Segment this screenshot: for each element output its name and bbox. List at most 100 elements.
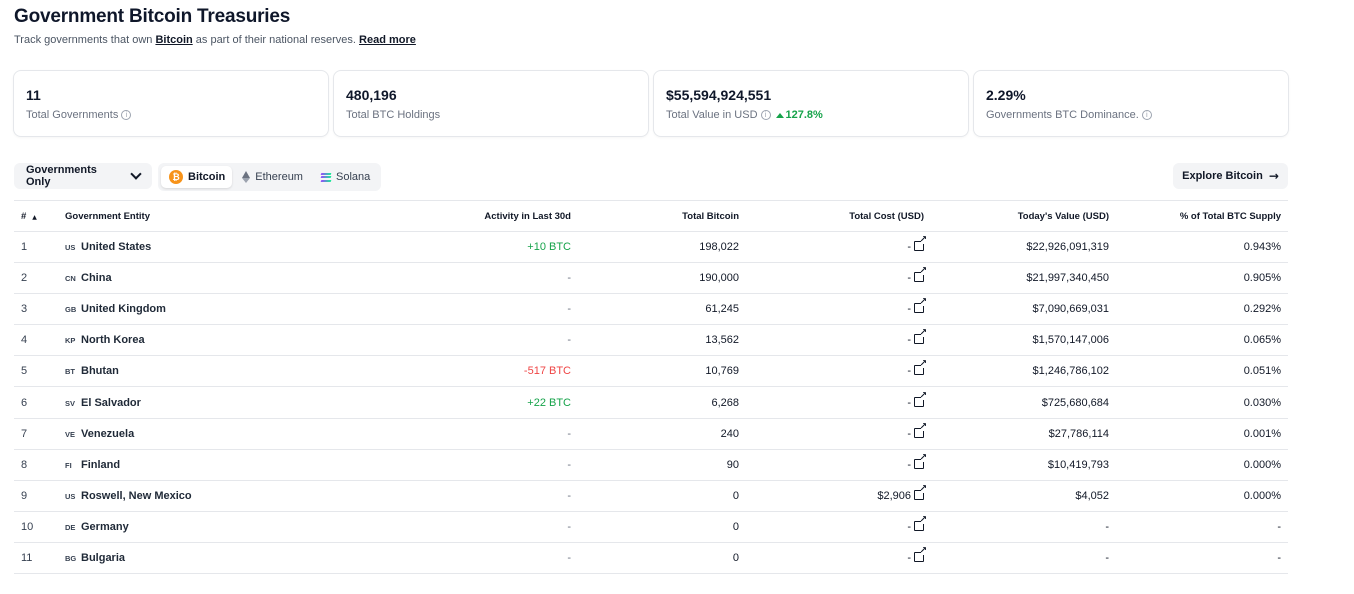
external-link-icon[interactable] — [914, 298, 927, 314]
column-header-total-cost[interactable]: Total Cost (USD) — [849, 210, 924, 222]
page-title: Government Bitcoin Treasuries — [14, 6, 291, 27]
cost-value: - — [907, 427, 911, 440]
read-more-link[interactable]: Read more — [359, 34, 416, 46]
cost-value: $2,906 — [877, 489, 911, 502]
external-link-icon[interactable] — [914, 423, 927, 438]
tab-bitcoin[interactable]: ₿ Bitcoin — [161, 166, 233, 188]
table-row[interactable]: 1 US United States +10 BTC 198,022 - $22,926,0… — [14, 232, 1288, 263]
cell-entity[interactable]: US United States — [58, 232, 288, 263]
tab-ethereum[interactable]: Ethereum — [234, 166, 311, 188]
country-code-flag: DE — [65, 522, 76, 532]
external-link-icon[interactable] — [914, 267, 927, 283]
explore-bitcoin-button[interactable]: Explore Bitcoin → — [1173, 163, 1288, 189]
cell-entity[interactable]: BT Bhutan — [58, 356, 288, 387]
tab-solana[interactable]: Solana — [313, 166, 378, 188]
cell-entity[interactable]: US Roswell, New Mexico — [58, 480, 288, 511]
stat-value: $55,594,924,551 — [666, 87, 772, 103]
external-link-icon[interactable] — [914, 236, 927, 252]
country-code-flag: SV — [65, 398, 76, 408]
external-link-icon[interactable] — [914, 485, 927, 500]
info-icon[interactable]: i — [121, 110, 132, 120]
entity-name: Venezuela — [81, 427, 135, 440]
cell-entity[interactable]: SV El Salvador — [58, 387, 288, 418]
country-code-flag: GB — [65, 305, 77, 315]
chevron-down-icon — [130, 168, 142, 180]
cell-rank: 1 — [21, 241, 28, 254]
cell-activity: - — [567, 489, 571, 502]
cell-rank: 8 — [21, 458, 28, 471]
table-row[interactable]: 8 FI Finland - 90 - $10,419,793 0.000% — [14, 449, 1288, 481]
external-link-icon[interactable] — [914, 329, 927, 345]
external-link-icon[interactable] — [914, 392, 927, 407]
table-row[interactable]: 3 GB United Kingdom - 61,245 - $7,090,669,031 0… — [14, 294, 1288, 325]
cell-entity[interactable]: FI Finland — [58, 449, 288, 480]
cell-entity[interactable]: CN China — [58, 263, 288, 294]
column-header-pct-supply[interactable]: % of Total BTC Supply — [1179, 210, 1281, 222]
cell-activity: - — [567, 520, 571, 533]
cell-pct-supply: 0.943% — [1243, 241, 1281, 254]
cell-total-bitcoin: 90 — [726, 458, 739, 471]
cell-total-bitcoin: 61,245 — [705, 303, 739, 316]
cell-pct-supply: 0.001% — [1243, 427, 1281, 440]
cell-entity[interactable]: VE Venezuela — [58, 418, 288, 449]
cell-entity[interactable]: KP North Korea — [58, 325, 288, 356]
cell-pct-supply: 0.000% — [1243, 458, 1281, 471]
cell-entity[interactable]: DE Germany — [58, 511, 288, 542]
cell-total-bitcoin: 13,562 — [705, 334, 739, 347]
cell-entity[interactable]: GB United Kingdom — [58, 294, 288, 325]
table-row[interactable]: 11 BG Bulgaria - 0 - - - — [14, 542, 1288, 574]
table-row[interactable]: 5 BT Bhutan -517 BTC 10,769 - $1,246,786,102 0.… — [14, 356, 1288, 387]
column-header-activity[interactable]: Activity in Last 30d — [484, 210, 571, 222]
table-row[interactable]: 6 SV El Salvador +22 BTC 6,268 - $725,680,684 0… — [14, 387, 1288, 419]
cell-todays-value: $10,419,793 — [1047, 458, 1109, 471]
entity-name: China — [81, 272, 112, 285]
info-icon[interactable]: i — [1141, 110, 1152, 120]
cell-total-bitcoin: 0 — [732, 489, 739, 502]
external-link-icon[interactable] — [914, 547, 927, 562]
cost-value: - — [907, 303, 911, 316]
cost-value: - — [907, 520, 911, 533]
table-row[interactable]: 4 KP North Korea - 13,562 - $1,570,147,006 0.06… — [14, 325, 1288, 356]
tab-label: Solana — [335, 171, 371, 183]
cell-pct-supply: - — [1277, 551, 1281, 564]
entity-name: North Korea — [81, 334, 145, 347]
stat-value: 480,196 — [346, 87, 397, 103]
cell-entity[interactable]: BG Bulgaria — [58, 542, 288, 573]
subtitle-prefix: Track governments that own — [14, 34, 156, 46]
table-row[interactable]: 9 US Roswell, New Mexico - 0 $2,906 $4,052 0.00… — [14, 480, 1288, 512]
column-header-total-bitcoin[interactable]: Total Bitcoin — [682, 210, 739, 222]
country-code-flag: BT — [65, 367, 75, 377]
external-link-icon[interactable] — [914, 360, 927, 376]
country-code-flag: BG — [65, 553, 77, 563]
cell-pct-supply: 0.905% — [1243, 272, 1281, 285]
table-row[interactable]: 10 DE Germany - 0 - - - — [14, 511, 1288, 543]
country-code-flag: US — [65, 243, 76, 253]
column-header-rank[interactable]: # ▲ — [21, 210, 37, 222]
country-code-flag: VE — [65, 429, 76, 439]
stat-label: Total Value in USD — [666, 109, 758, 121]
cell-todays-value: $725,680,684 — [1041, 396, 1109, 409]
bitcoin-link[interactable]: Bitcoin — [155, 34, 193, 46]
table-row[interactable]: 2 CN China - 190,000 - $21,997,340,450 0.905% — [14, 263, 1288, 294]
cell-total-cost: - — [746, 232, 931, 263]
column-header-entity[interactable]: Government Entity — [65, 210, 150, 222]
cell-total-cost: - — [746, 356, 931, 387]
stat-label: Governments BTC Dominance. — [986, 109, 1139, 121]
table-row[interactable]: 7 VE Venezuela - 240 - $27,786,114 0.001% — [14, 418, 1288, 450]
external-link-icon[interactable] — [914, 454, 927, 469]
entity-name: Bulgaria — [81, 551, 126, 564]
country-code-flag: CN — [65, 274, 76, 284]
cost-value: - — [907, 241, 911, 254]
cell-activity: +10 BTC — [527, 241, 571, 254]
external-link-icon[interactable] — [914, 516, 927, 531]
ethereum-icon — [242, 171, 251, 183]
entity-name: Germany — [81, 520, 129, 533]
info-icon[interactable]: i — [760, 110, 771, 120]
stat-card-total-btc-holdings: 480,196 Total BTC Holdings — [333, 70, 649, 137]
cell-rank: 10 — [21, 520, 34, 533]
stat-value: 2.29% — [986, 87, 1026, 103]
tab-label: Bitcoin — [188, 171, 226, 183]
column-header-todays-value[interactable]: Today's Value (USD) — [1017, 210, 1109, 222]
filter-dropdown[interactable]: Governments Only — [14, 163, 152, 189]
entity-name: El Salvador — [81, 396, 141, 409]
